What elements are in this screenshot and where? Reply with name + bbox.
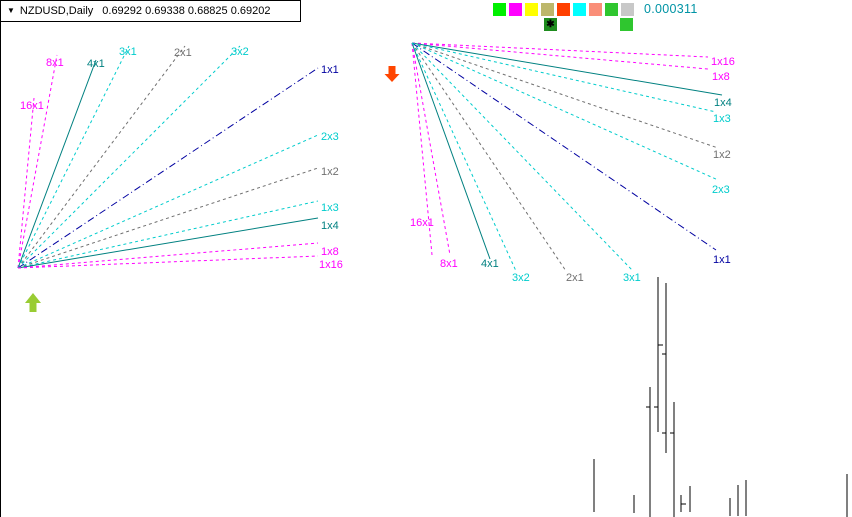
gann-line-3x2[interactable] — [17, 45, 241, 269]
gann-line-label: 1x4 — [321, 220, 339, 232]
gann-line-label: 3x2 — [512, 272, 530, 284]
gann-line-2x3[interactable] — [411, 42, 719, 181]
gann-line-label: 2x1 — [566, 272, 584, 284]
gann-line-2x1[interactable] — [17, 45, 186, 269]
gann-line-1x1[interactable] — [411, 42, 717, 251]
gann-line-label: 8x1 — [46, 57, 64, 69]
gann-fan-up[interactable]: 16x1 8x1 4x1 3x1 2x1 3x2 1x1 2x3 1x2 1x3 1x4 1x81x1… — [17, 45, 343, 271]
gann-line-2x1[interactable] — [411, 42, 567, 272]
gann-line-label: 1x3 — [713, 113, 731, 125]
color-swatch-cyan[interactable] — [573, 3, 586, 16]
gann-line-1x3[interactable] — [411, 42, 717, 113]
ohlc-quotes-label: 0.69292 0.69338 0.68825 0.69202 — [102, 5, 271, 17]
gann-line-1x4[interactable] — [17, 217, 319, 269]
gann-line-1x4[interactable] — [411, 42, 723, 96]
color-swatch-lime[interactable] — [493, 3, 506, 16]
gann-line-label: 2x3 — [321, 131, 339, 143]
gann-line-3x1[interactable] — [411, 42, 634, 272]
gann-line-label: 3x2 — [231, 46, 249, 58]
gann-line-label: 2x3 — [712, 184, 730, 196]
color-swatch-yellow[interactable] — [525, 3, 538, 16]
gann-line-1x8[interactable] — [17, 242, 319, 269]
chart-title-bar: ▼ NZDUSD,Daily 0.69292 0.69338 0.68825 0… — [0, 0, 301, 22]
color-swatch-khaki[interactable] — [541, 3, 554, 16]
color-swatch-orange-red[interactable] — [557, 3, 570, 16]
color-swatch-magenta[interactable] — [509, 3, 522, 16]
gann-line-label: 1x1 — [321, 64, 339, 76]
gann-line-label: 1x2 — [321, 166, 339, 178]
gann-line-8x1[interactable] — [17, 54, 58, 269]
indicator-value-label: 0.000311 — [644, 2, 698, 16]
gann-line-1x2[interactable] — [411, 42, 719, 149]
color-swatch-green[interactable] — [605, 3, 618, 16]
gann-line-label: 16x1 — [410, 217, 434, 229]
gann-line-label: 3x1 — [119, 46, 137, 58]
gann-line-label: 1x8 — [321, 246, 339, 258]
gann-line-1x16[interactable] — [411, 42, 709, 58]
asterisk-icon: ✱ — [546, 19, 555, 30]
gann-line-label: 1x8 — [712, 71, 730, 83]
chevron-down-icon[interactable]: ▼ — [7, 6, 15, 15]
down-arrow-icon[interactable] — [384, 66, 400, 82]
gann-line-label: 2x1 — [174, 47, 192, 59]
gann-fan-down[interactable]: 1x16 1x8 1x4 1x3 1x2 2x3 1x1 16x1 8x1 4x1 3x2 2x1 3x… — [410, 42, 735, 284]
window-left-border — [0, 0, 1, 517]
gann-line-16x1[interactable] — [17, 97, 35, 269]
gann-line-label: 1x3 — [321, 202, 339, 214]
gann-line-1x2[interactable] — [17, 167, 319, 269]
gann-line-1x1[interactable] — [17, 67, 319, 269]
price-bars — [593, 277, 848, 517]
gann-line-2x3[interactable] — [17, 134, 319, 269]
gann-line-label: 4x1 — [87, 58, 105, 70]
symbol-timeframe-label: NZDUSD,Daily — [19, 5, 94, 17]
color-swatch-green-2[interactable] — [620, 18, 633, 31]
gann-line-label: 16x1 — [20, 100, 44, 112]
color-swatch-marked-green[interactable]: ✱ — [544, 18, 557, 31]
gann-line-label: 8x1 — [440, 258, 458, 270]
color-swatch-silver[interactable] — [621, 3, 634, 16]
gann-line-1x16[interactable] — [17, 255, 319, 269]
up-arrow-icon[interactable] — [25, 293, 41, 312]
gann-line-label: 1x1 — [713, 254, 731, 266]
gann-line-label: 1x2 — [713, 149, 731, 161]
gann-line-4x1[interactable] — [411, 42, 491, 260]
gann-line-4x1[interactable] — [17, 59, 97, 269]
gann-line-3x2[interactable] — [411, 42, 517, 272]
gann-line-3x1[interactable] — [17, 45, 130, 269]
gann-line-1x3[interactable] — [17, 200, 319, 269]
color-swatch-salmon[interactable] — [589, 3, 602, 16]
gann-line-1x8[interactable] — [411, 42, 709, 70]
gann-line-label: 1x16 — [711, 56, 735, 68]
gann-line-label: 1x4 — [714, 97, 732, 109]
gann-line-label: 3x1 — [623, 272, 641, 284]
gann-line-label: 4x1 — [481, 258, 499, 270]
gann-line-label: 1x16 — [319, 259, 343, 271]
